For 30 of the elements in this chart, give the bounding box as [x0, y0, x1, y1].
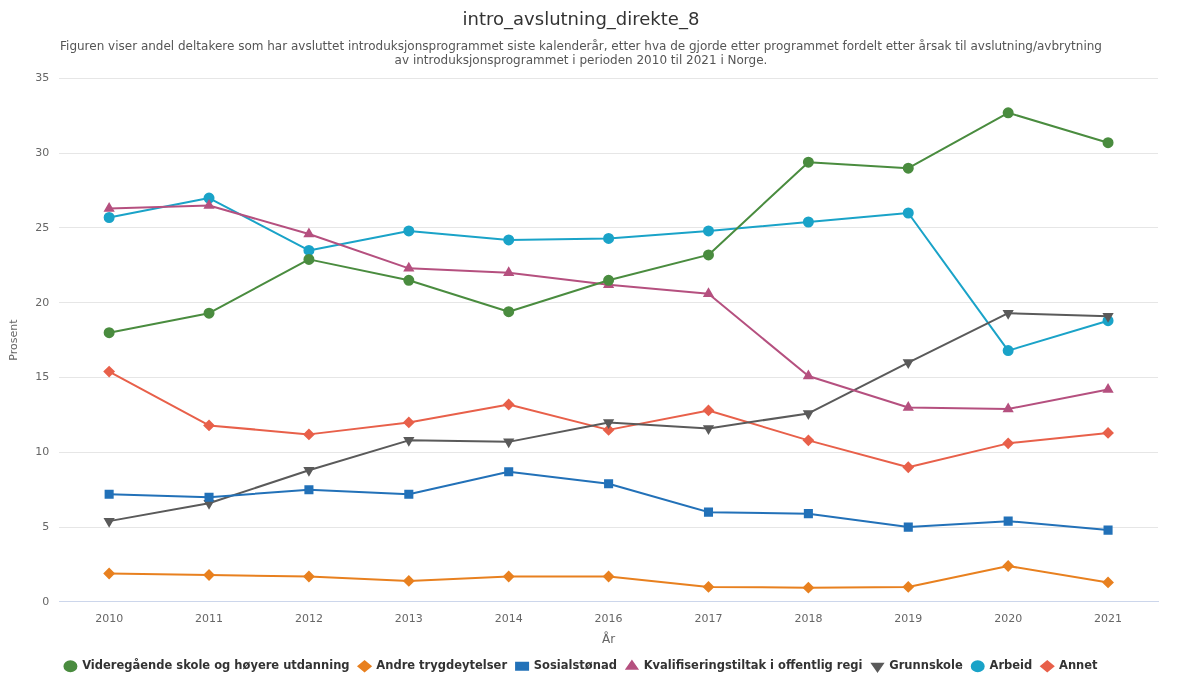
- x-tick-label: 2020: [994, 612, 1023, 626]
- x-tick-label: 2016: [594, 612, 623, 626]
- y-tick-label: 30: [35, 146, 50, 160]
- chart-subtitle: Figuren viser andel deltakere som har avsluttet introduksjonsprogrammet siste kalenderår, etter hva de gjorde etter programmet fordelt etter årsak til avslutning/avbrytning av introduksjonsprogrammet i perioden 2010 til 2021 i Norge.: [60, 38, 1102, 68]
- legend-label: Annet: [1059, 658, 1099, 673]
- y-tick-label: 5: [42, 519, 50, 533]
- y-axis-title: Prosent: [7, 318, 21, 361]
- y-tick-label: 25: [35, 220, 50, 234]
- x-tick-label: 2010: [95, 612, 124, 626]
- legend-label: Andre trygdeytelser: [376, 658, 508, 673]
- legend-label: Kvalifiseringstiltak i offentlig regi: [643, 658, 863, 673]
- x-tick-label: 2021: [1094, 612, 1123, 626]
- y-tick-label: 35: [35, 71, 50, 85]
- chart-title: intro_avslutning_direkte_8: [462, 8, 700, 31]
- x-tick-label: 2019: [894, 612, 923, 626]
- legend-label: Sosialstønad: [533, 658, 617, 673]
- y-tick-label: 20: [35, 295, 50, 309]
- x-tick-label: 2012: [294, 612, 323, 626]
- x-axis-title: År: [602, 631, 616, 647]
- y-tick-label: 0: [42, 594, 50, 608]
- x-tick-label: 2017: [694, 612, 723, 626]
- x-tick-label: 2018: [794, 612, 823, 626]
- x-tick-label: 2014: [494, 612, 523, 626]
- legend-label: Videregående skole og høyere utdanning: [82, 658, 350, 673]
- legend-label: Grunnskole: [889, 658, 963, 673]
- x-tick-label: 2011: [195, 612, 224, 626]
- y-tick-label: 15: [35, 370, 50, 384]
- x-tick-label: 2013: [394, 612, 423, 626]
- legend-label: Arbeid: [989, 658, 1033, 673]
- y-tick-label: 10: [35, 445, 50, 459]
